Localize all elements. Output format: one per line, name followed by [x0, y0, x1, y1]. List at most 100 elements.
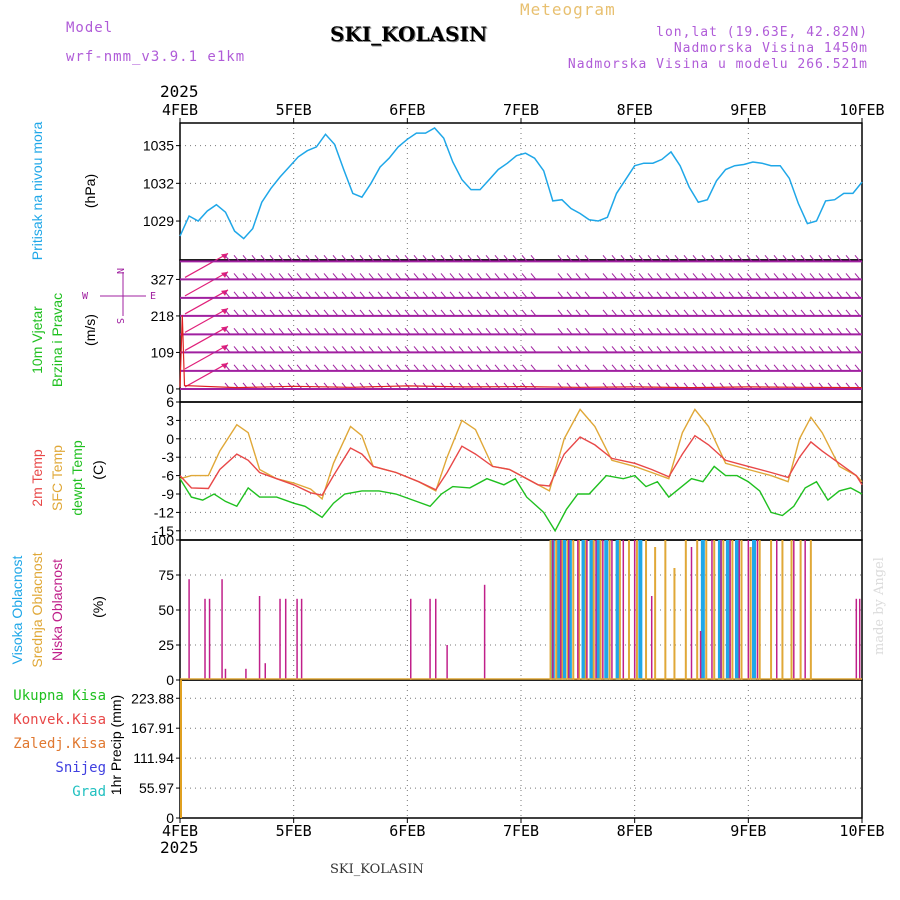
wind-barb [782, 346, 789, 353]
wind-arrow [184, 344, 229, 370]
wind-barb [683, 273, 690, 280]
wind-barb [413, 273, 420, 280]
wind-barb [557, 346, 564, 353]
wind-barb [719, 382, 726, 390]
wind-barb [764, 328, 771, 335]
wind-barb [368, 382, 375, 390]
wind-barb [377, 255, 384, 262]
wind-barb [782, 273, 789, 280]
wind-barb [368, 328, 375, 335]
wind-barb [467, 291, 474, 299]
wind-barb [278, 291, 285, 299]
wind-barb [818, 291, 825, 299]
wind-barb [773, 364, 780, 372]
wind-barb [485, 309, 492, 317]
wind-barb [494, 273, 501, 280]
wind-barb [323, 382, 330, 390]
wind-barb [260, 273, 267, 280]
wind-barb [656, 346, 663, 353]
wind-barb [305, 309, 312, 317]
wind-barb [368, 364, 375, 372]
compass-w: W [82, 291, 89, 302]
wind-barb [575, 328, 582, 335]
year-top: 2025 [160, 82, 199, 101]
wind-barb [584, 382, 591, 390]
y-tick-label: 0 [166, 381, 174, 397]
wind-barb [233, 309, 240, 317]
wind-barb [575, 291, 582, 299]
wind-barb [449, 291, 456, 299]
wind-barb [368, 291, 375, 299]
wind-barb [584, 273, 591, 280]
wind-barb [827, 309, 834, 317]
wind-barb [395, 346, 402, 353]
wind-barb [269, 346, 276, 353]
wind-barb [449, 255, 456, 262]
wind-barb [278, 328, 285, 335]
wind-barb [800, 309, 807, 317]
wind-barb [638, 346, 645, 353]
wind-barb [629, 346, 636, 353]
wind-barb [404, 309, 411, 317]
wind-barb [251, 255, 258, 262]
wind-barb [494, 346, 501, 353]
wind-arrow [184, 252, 229, 278]
wind-barb [692, 291, 699, 299]
wind-barb [584, 364, 591, 372]
wind-barb [845, 328, 852, 335]
x-tick-label-bottom: 5FEB [276, 822, 312, 840]
wind-barb [638, 273, 645, 280]
wind-barb [737, 346, 744, 353]
precip-legend-5: Grad [72, 784, 106, 800]
wind-barb [386, 328, 393, 335]
wind-barb [746, 328, 753, 335]
ylabel-cloud-low: Niska Oblacnost [49, 559, 65, 661]
wind-barb [566, 346, 573, 353]
wind-barb [791, 291, 798, 299]
wind-barb [341, 309, 348, 317]
wind-barb [503, 346, 510, 353]
y-tick-label: 55.97 [139, 780, 174, 796]
wind-barb [224, 291, 231, 299]
wind-barb [224, 309, 231, 317]
wind-barb [458, 382, 465, 390]
y-tick-label: 0 [166, 672, 174, 688]
precip-legend-1: Ukupna Kisa [13, 688, 106, 704]
wind-barb [755, 255, 762, 262]
wind-barb [611, 309, 618, 317]
wind-barb [467, 364, 474, 372]
wind-barb [683, 309, 690, 317]
wind-barb [728, 255, 735, 262]
panel-precipitation: 0 55.97 111.94 167.91 223.88 [131, 679, 863, 826]
wind-barb [458, 255, 465, 262]
wind-barb [656, 255, 663, 262]
wind-barb [800, 273, 807, 280]
wind-barb [674, 364, 681, 372]
wind-barb [350, 364, 357, 372]
wind-barb [242, 309, 249, 317]
wind-barb [296, 309, 303, 317]
wind-barb [647, 346, 654, 353]
y-tick-label: -6 [162, 468, 175, 484]
wind-barb [386, 291, 393, 299]
wind-barb [665, 346, 672, 353]
wind-barb [557, 328, 564, 335]
wind-barb [530, 255, 537, 262]
wind-barb [773, 382, 780, 390]
wind-barb [836, 255, 843, 262]
wind-barb [755, 346, 762, 353]
wind-barb [305, 273, 312, 280]
wind-barb [269, 291, 276, 299]
wind-barb [440, 364, 447, 372]
wind-barb [737, 309, 744, 317]
wind-barb [512, 273, 519, 280]
wind-barb [773, 273, 780, 280]
wind-barb [746, 382, 753, 390]
wind-barb [413, 255, 420, 262]
wind-barb [359, 309, 366, 317]
wind-barb [395, 255, 402, 262]
wind-barb [854, 309, 861, 317]
wind-barb [602, 328, 609, 335]
wind-barb [404, 255, 411, 262]
